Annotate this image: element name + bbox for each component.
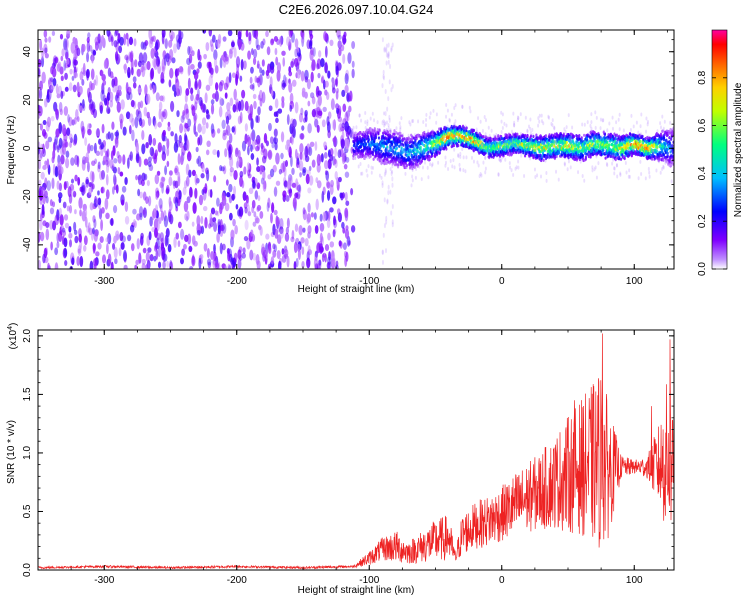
snr-y-label: SNR (10 * v/v) xyxy=(6,420,17,484)
snr-y-tick-label: 1.5 xyxy=(22,387,33,401)
colorbar-tick-label: 0.8 xyxy=(697,70,708,84)
signal-band xyxy=(352,103,674,188)
spectrogram-x-label: Height of straight line (km) xyxy=(298,284,415,295)
snr-x-tick-label: -300 xyxy=(94,575,114,586)
snr-x-tick-label: -100 xyxy=(359,575,379,586)
snr-line xyxy=(38,333,674,570)
spectrogram-frame xyxy=(37,29,675,270)
snr-x-label: Height of straight line (km) xyxy=(298,585,415,596)
snr-y-tick-label: 0.5 xyxy=(22,504,33,518)
spectrogram-y-label: Frequency (Hz) xyxy=(6,116,17,185)
colorbar-label: Normalized spectral amplitude xyxy=(733,82,744,217)
snr-y-tick-label: 2.0 xyxy=(22,328,33,342)
spectrogram-y-tick-label: 0 xyxy=(22,145,33,151)
snr-y-tick-label: 1.0 xyxy=(22,446,33,460)
snr-x-tick-label: 0 xyxy=(499,575,505,586)
snr-multiplier-close: ) xyxy=(8,323,19,326)
spectrogram-x-tick-label: 0 xyxy=(499,276,505,287)
colorbar: 0.0 0.2 0.4 0.6 0.8 Normalized spectral ampl… xyxy=(697,29,744,276)
spectrogram-y-tick-label: -20 xyxy=(22,189,33,204)
snr-multiplier-prefix: (x10 xyxy=(8,329,19,349)
spectrogram-y-tick-label: 20 xyxy=(22,94,33,106)
colorbar-tick-label: 0.2 xyxy=(697,214,708,228)
colorbar-tick-label: 0.0 xyxy=(697,262,708,276)
spectrogram-x-tick-label: -100 xyxy=(359,276,379,287)
spectrogram-y-tick-label: 40 xyxy=(22,46,33,58)
spectrogram-x-tick-label: -200 xyxy=(227,276,247,287)
colorbar-tick-label: 0.6 xyxy=(697,118,708,132)
figure-title: C2E6.2026.097.10.04.G24 xyxy=(279,2,434,17)
spectrogram-x-tick-label: -300 xyxy=(94,276,114,287)
spectrogram-x-tick-label: 100 xyxy=(626,276,643,287)
snr-multiplier: (x104) xyxy=(7,323,19,350)
colorbar-gradient xyxy=(711,29,728,270)
snr-x-tick-label: -200 xyxy=(227,575,247,586)
snr-frame xyxy=(37,329,675,571)
snr-multiplier-exp: 4 xyxy=(7,326,14,330)
spectrogram-y-tick-label: -40 xyxy=(22,237,33,252)
noise-region xyxy=(38,30,356,269)
colorbar-tick-label: 0.4 xyxy=(697,166,708,180)
snr-panel: -300 -200 -100 0 100 0.0 0.5 1.0 1.5 2.0 SNR (10 … xyxy=(6,323,675,596)
snr-x-tick-label: 100 xyxy=(626,575,643,586)
snr-y-tick-label: 0.0 xyxy=(22,563,33,577)
